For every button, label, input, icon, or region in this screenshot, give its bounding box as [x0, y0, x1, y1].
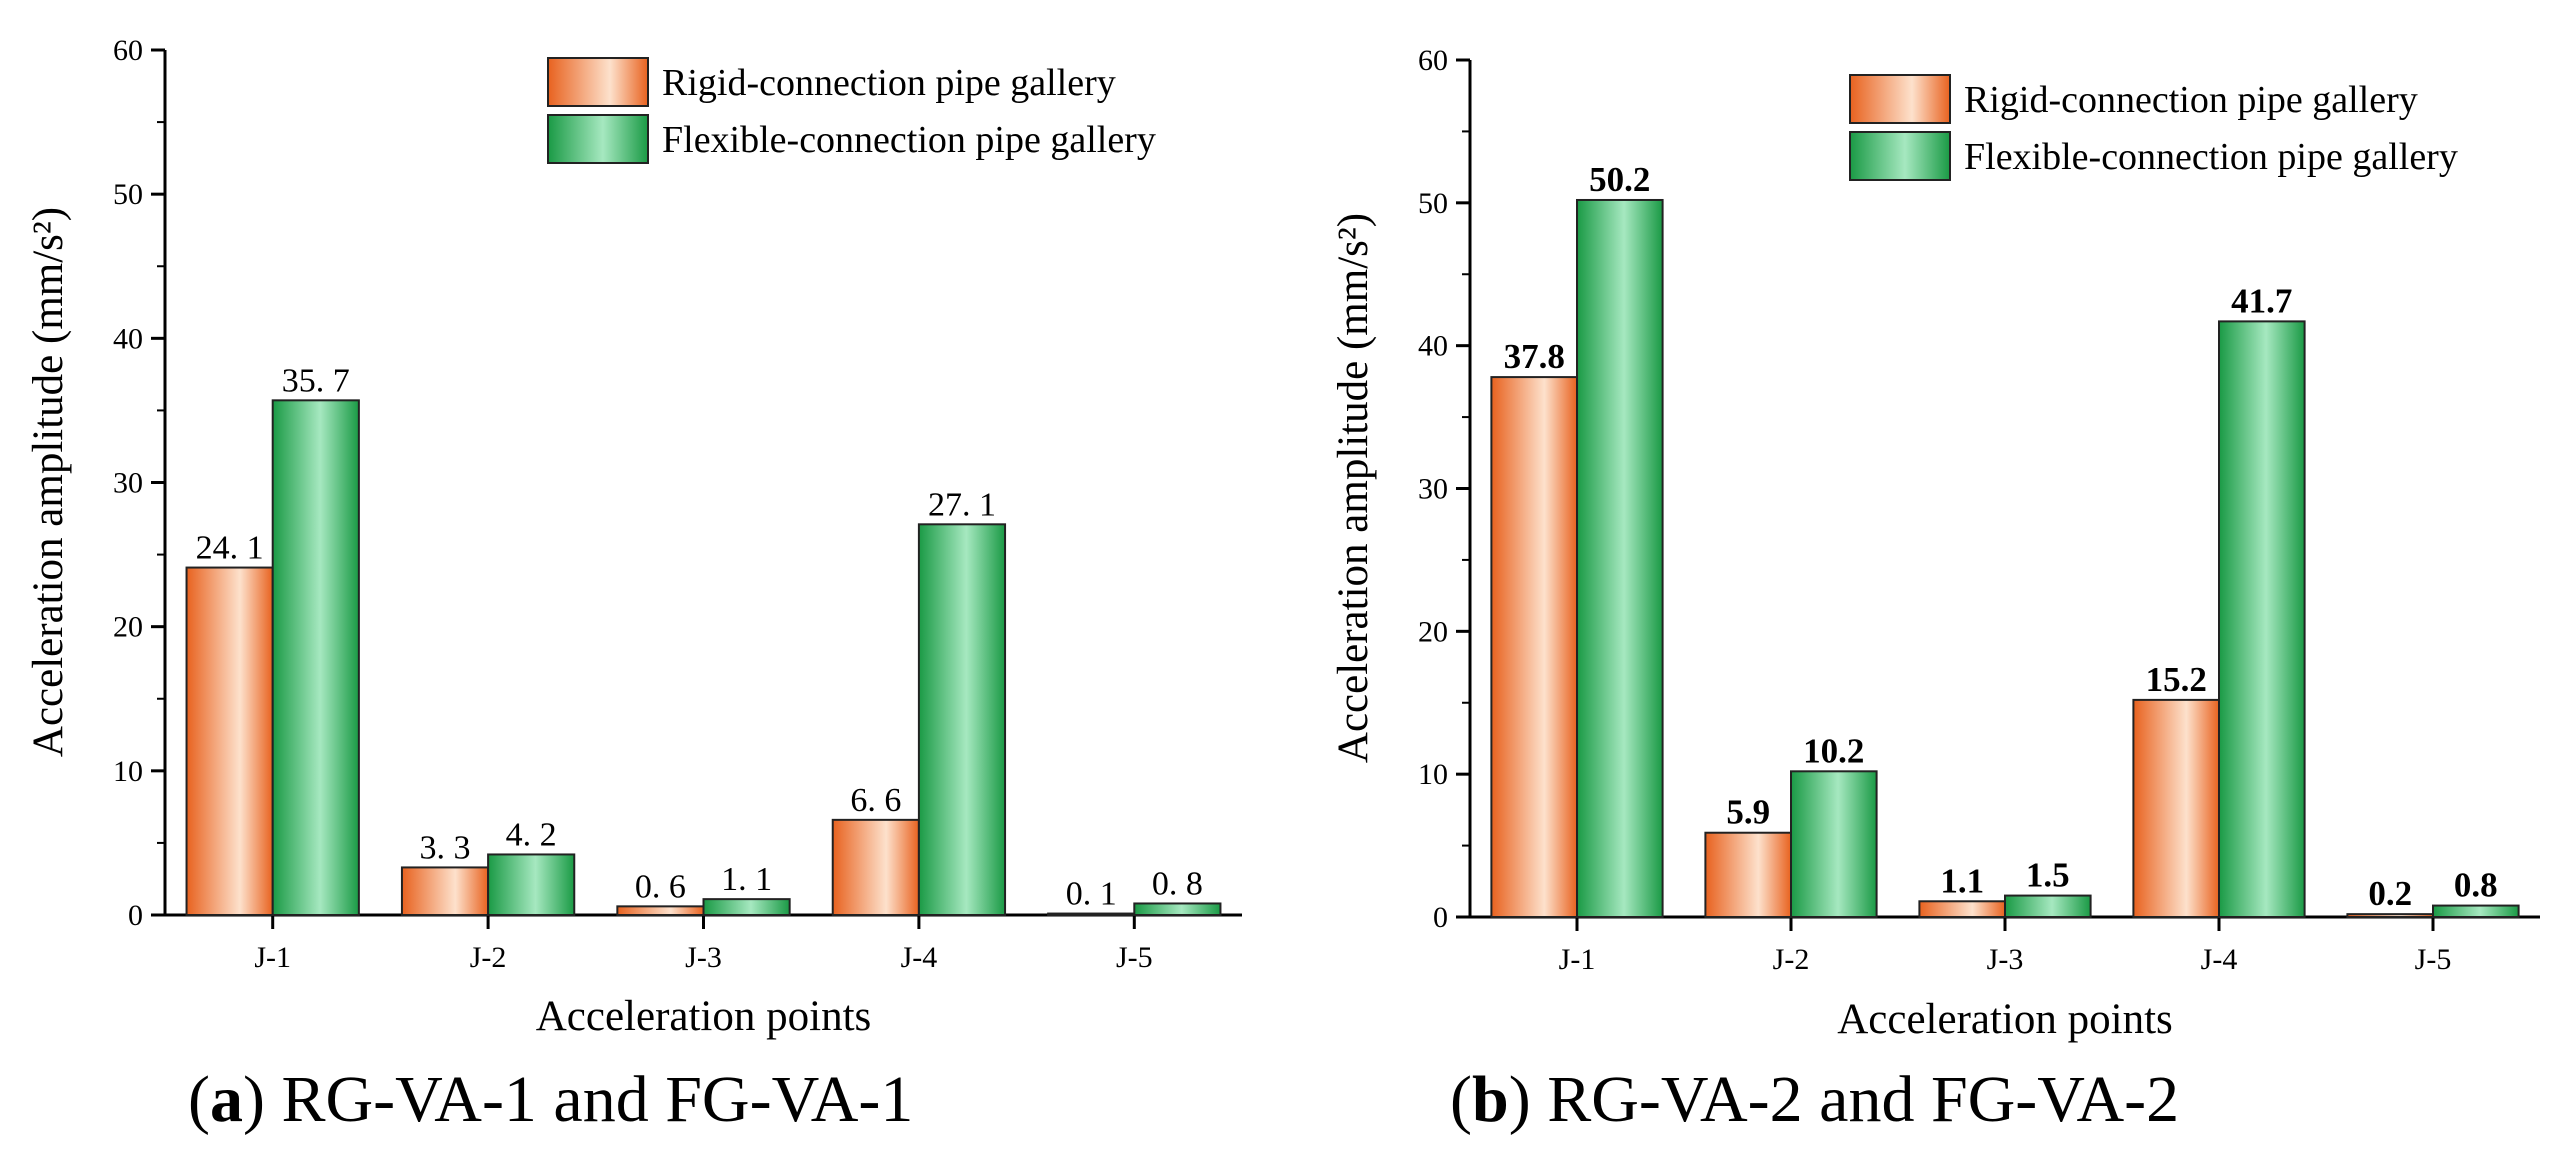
bar-rigid-j-3 — [1918, 900, 2007, 918]
legend-label-rigid: Rigid-connection pipe gallery — [662, 62, 1116, 104]
x-axis-title: Acceleration points — [536, 993, 872, 1040]
data-label: 6. 6 — [850, 782, 901, 819]
x-tick-label: J-5 — [2415, 943, 2452, 976]
x-tick-label: J-2 — [470, 941, 507, 974]
x-tick-label: J-5 — [1116, 941, 1153, 974]
data-label: 35. 7 — [282, 362, 350, 399]
data-label: 3. 3 — [420, 829, 471, 866]
bar-flexible-j-4 — [917, 523, 1007, 917]
caption-panel-a: (a) RG-VA-1 and FG-VA-1 — [188, 1062, 913, 1138]
y-tick-label: 30 — [113, 467, 143, 500]
y-tick-label: 60 — [1418, 44, 1448, 77]
caption-letter-b: (b) — [1450, 1063, 1531, 1136]
data-label: 0.2 — [2368, 874, 2412, 913]
y-axis-title: Acceleration amplitude (mm/s²) — [1330, 213, 1377, 763]
data-label: 41.7 — [2231, 281, 2292, 320]
legend-swatch-flexible — [547, 114, 649, 164]
bar-rigid-j-2 — [400, 866, 490, 916]
bar-rigid-j-4 — [831, 818, 920, 916]
x-tick-label: J-4 — [901, 941, 938, 974]
legend-swatch-rigid — [547, 57, 649, 107]
data-label: 0. 6 — [635, 868, 686, 905]
x-axis-title: Acceleration points — [1837, 996, 2173, 1043]
y-tick-label: 30 — [1418, 473, 1448, 506]
bar-rigid-j-5 — [1047, 912, 1136, 917]
bar-flexible-j-1 — [1576, 198, 1664, 918]
x-tick-label: J-1 — [254, 941, 291, 974]
y-tick-label: 40 — [1418, 330, 1448, 363]
data-label: 0.8 — [2454, 866, 2498, 905]
legend-label-flexible: Flexible-connection pipe gallery — [662, 119, 1156, 161]
data-label: 24. 1 — [196, 530, 264, 567]
data-label: 37.8 — [1504, 337, 1565, 376]
caption-text-a: RG-VA-1 and FG-VA-1 — [264, 1063, 914, 1136]
bar-flexible-j-5 — [1133, 902, 1222, 917]
data-label: 1. 1 — [721, 861, 772, 898]
data-label: 1.5 — [2026, 856, 2070, 895]
y-tick-label: 20 — [1418, 615, 1448, 648]
x-tick-label: J-1 — [1559, 943, 1596, 976]
y-tick-label: 60 — [113, 34, 143, 67]
bar-rigid-j-5 — [2346, 913, 2434, 918]
bar-rigid-j-1 — [185, 566, 274, 917]
data-label: 4. 2 — [506, 816, 557, 853]
y-tick-label: 20 — [113, 611, 143, 644]
y-tick-label: 40 — [113, 322, 143, 355]
bar-rigid-j-4 — [2132, 698, 2220, 918]
x-tick-label: J-4 — [2201, 943, 2238, 976]
bar-flexible-j-2 — [487, 853, 576, 917]
data-label: 27. 1 — [928, 486, 996, 523]
x-tick-label: J-3 — [685, 941, 722, 974]
legend-label-rigid: Rigid-connection pipe gallery — [1964, 79, 2418, 121]
y-tick-label: 0 — [1433, 901, 1448, 934]
legend-swatch-flexible — [1849, 131, 1951, 181]
data-label: 50.2 — [1589, 160, 1650, 199]
bar-rigid-j-1 — [1490, 376, 1579, 918]
data-label: 15.2 — [2146, 660, 2207, 699]
bar-flexible-j-3 — [702, 898, 791, 916]
legend-label-flexible: Flexible-connection pipe gallery — [1964, 136, 2458, 178]
caption-text-b: RG-VA-2 and FG-VA-2 — [1530, 1063, 2180, 1136]
bar-flexible-j-5 — [2432, 904, 2520, 918]
data-label: 5.9 — [1726, 793, 1770, 832]
bar-flexible-j-2 — [1790, 770, 1878, 918]
bar-flexible-j-4 — [2218, 320, 2306, 918]
chart-panel-a: 0 10 20 30 40 50 60 J-1 24. 1 35. 7 J-2 3. 3 4. 2 J-3… — [25, 34, 1242, 1040]
y-tick-label: 50 — [1418, 187, 1448, 220]
y-tick-label: 0 — [128, 899, 143, 932]
bar-flexible-j-1 — [271, 399, 360, 916]
caption-letter-a: (a) — [188, 1063, 265, 1136]
bar-rigid-j-3 — [616, 905, 705, 916]
x-tick-label: J-2 — [1773, 943, 1810, 976]
data-label: 0. 1 — [1066, 876, 1117, 913]
caption-panel-b: (b) RG-VA-2 and FG-VA-2 — [1450, 1062, 2179, 1138]
data-label: 1.1 — [1940, 861, 1984, 900]
data-label: 10.2 — [1803, 731, 1864, 770]
y-tick-label: 10 — [113, 755, 143, 788]
y-axis-title: Acceleration amplitude (mm/s²) — [25, 207, 72, 757]
bar-rigid-j-2 — [1704, 831, 1793, 918]
data-label: 0. 8 — [1152, 865, 1203, 902]
bar-flexible-j-3 — [2004, 894, 2092, 919]
y-tick-label: 50 — [113, 178, 143, 211]
x-tick-label: J-3 — [1987, 943, 2024, 976]
legend-swatch-rigid — [1849, 74, 1951, 124]
y-tick-label: 10 — [1418, 758, 1448, 791]
chart-panel-b: 0 10 20 30 40 50 60 J-1 37.8 50.2 J-2 5.9 10.2 J-3 1.1… — [1330, 44, 2540, 1043]
